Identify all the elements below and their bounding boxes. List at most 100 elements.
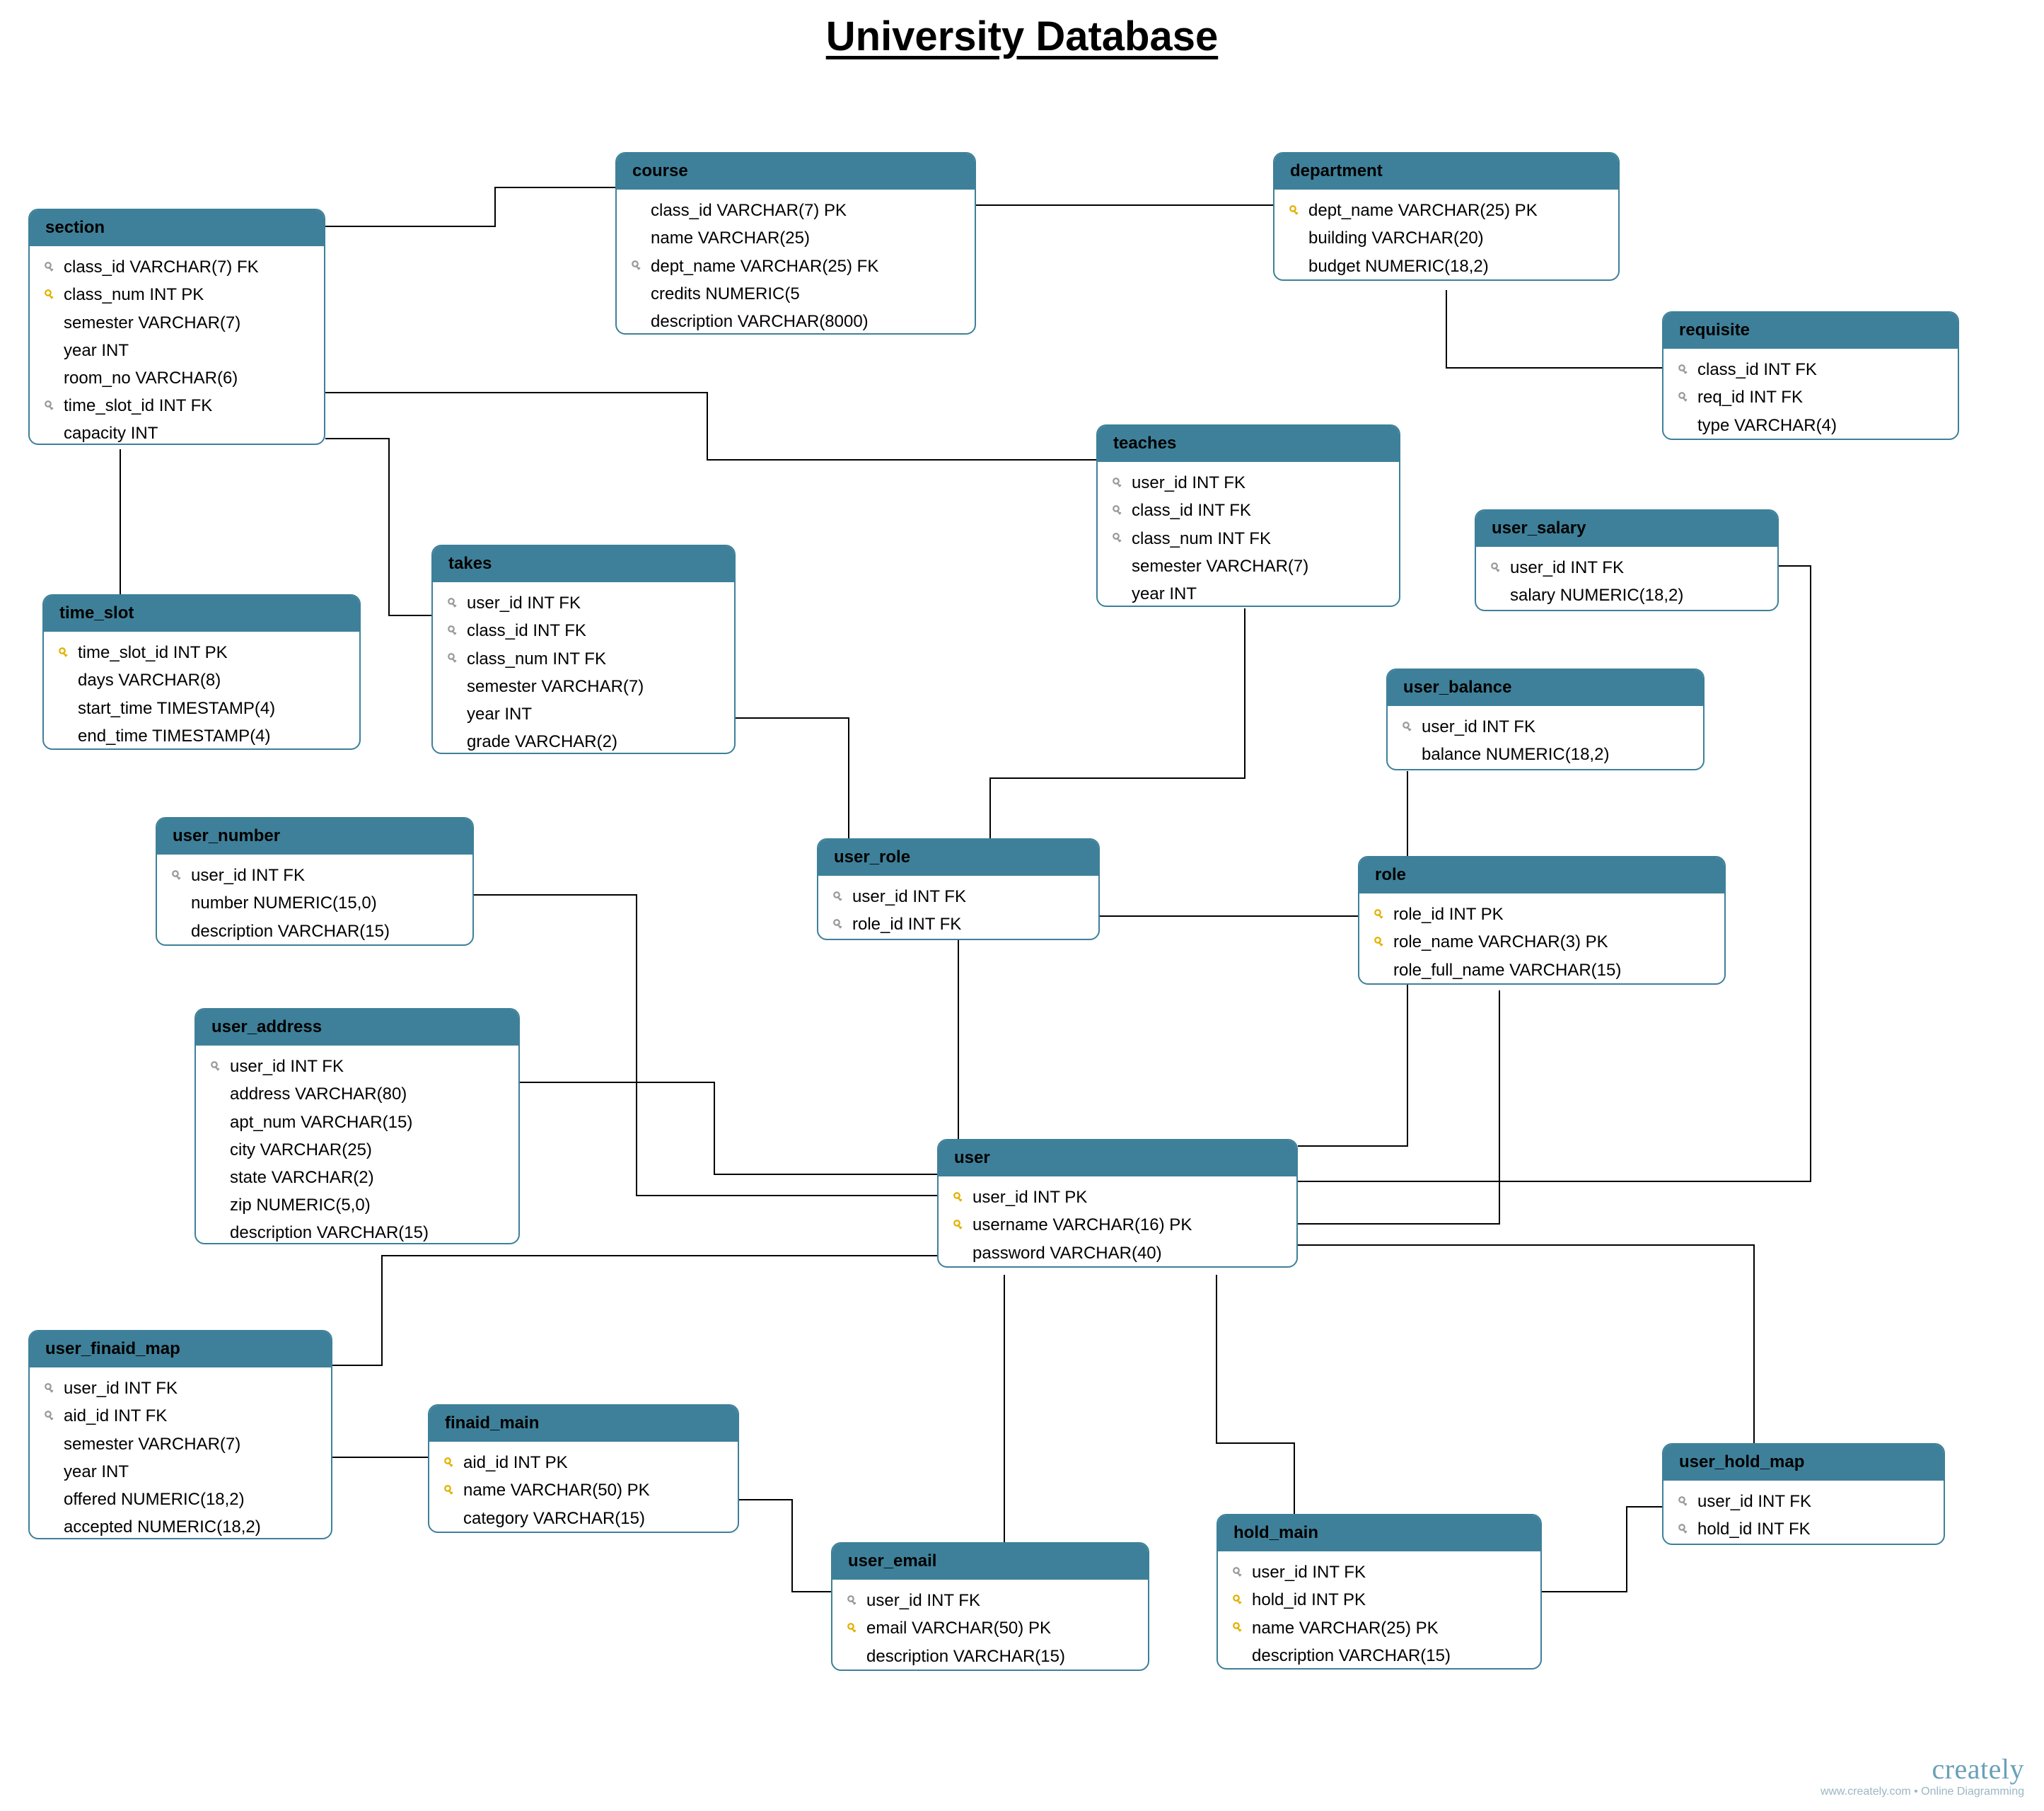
field-text: user_id INT FK bbox=[1132, 470, 1386, 496]
field-row: dept_name VARCHAR(25) FK bbox=[624, 253, 968, 280]
entity-section: section class_id VARCHAR(7) FK class_num… bbox=[28, 209, 325, 445]
field-text: email VARCHAR(50) PK bbox=[866, 1615, 1135, 1641]
field-row: year INT bbox=[440, 700, 727, 728]
field-text: dept_name VARCHAR(25) PK bbox=[1308, 197, 1605, 224]
field-text: description VARCHAR(8000) bbox=[651, 308, 962, 335]
entity-hold_main: hold_main user_id INT FK hold_id INT PK … bbox=[1216, 1514, 1542, 1670]
key-icon bbox=[1489, 562, 1504, 574]
field-row: aid_id INT FK bbox=[37, 1402, 324, 1430]
field-text: role_full_name VARCHAR(15) bbox=[1393, 957, 1712, 983]
entity-header: user_balance bbox=[1388, 670, 1703, 706]
field-text: class_id INT FK bbox=[467, 618, 721, 644]
entity-name: user_salary bbox=[1492, 519, 1586, 538]
edge-user-user_hold_map bbox=[1298, 1245, 1754, 1443]
entity-header: course bbox=[617, 154, 975, 190]
key-icon bbox=[1231, 1621, 1246, 1634]
entity-body: user_id INT FK number NUMERIC(15,0) desc… bbox=[157, 855, 472, 946]
entity-header: time_slot bbox=[44, 596, 359, 632]
field-row: class_num INT FK bbox=[440, 645, 727, 673]
field-row: req_id INT FK bbox=[1671, 383, 1951, 411]
field-row: city VARCHAR(25) bbox=[203, 1136, 511, 1164]
watermark-sub: www.creately.com • Online Diagramming bbox=[1821, 1786, 2024, 1798]
field-row: end_time TIMESTAMP(4) bbox=[51, 722, 352, 750]
field-text: user_id INT FK bbox=[1422, 714, 1690, 740]
entity-body: user_id INT FK aid_id INT FK semester VA… bbox=[30, 1367, 331, 1539]
field-row: category VARCHAR(15) bbox=[436, 1505, 731, 1532]
entity-user_finaid_map: user_finaid_map user_id INT FK aid_id IN… bbox=[28, 1330, 332, 1539]
field-row: name VARCHAR(25) bbox=[624, 224, 968, 252]
field-row: semester VARCHAR(7) bbox=[37, 1430, 324, 1458]
field-text: password VARCHAR(40) bbox=[972, 1240, 1284, 1266]
field-text: class_num INT FK bbox=[467, 646, 721, 672]
field-text: city VARCHAR(25) bbox=[230, 1137, 506, 1163]
key-icon bbox=[951, 1191, 967, 1204]
key-icon bbox=[1372, 908, 1388, 921]
field-row: room_no VARCHAR(6) bbox=[37, 364, 317, 392]
entity-user_balance: user_balance user_id INT FK balance NUME… bbox=[1386, 669, 1705, 770]
field-row: user_id INT FK bbox=[840, 1587, 1141, 1614]
key-icon bbox=[170, 869, 185, 882]
entity-header: user_role bbox=[818, 840, 1098, 876]
field-row: user_id INT FK bbox=[825, 883, 1091, 910]
edge-user-user_finaid_map bbox=[332, 1256, 937, 1365]
entity-name: section bbox=[45, 218, 105, 237]
key-icon bbox=[1676, 1495, 1692, 1508]
watermark-brand: creately bbox=[1821, 1752, 2024, 1786]
edge-takes-user_role bbox=[736, 718, 849, 838]
entity-header: department bbox=[1274, 154, 1618, 190]
field-row: class_id INT FK bbox=[1671, 356, 1951, 383]
page-title: University Database bbox=[0, 13, 2044, 60]
field-row: credits NUMERIC(5 bbox=[624, 280, 968, 308]
field-row: year INT bbox=[37, 1458, 324, 1486]
edge-section-course bbox=[325, 187, 615, 226]
entity-name: finaid_main bbox=[445, 1413, 539, 1433]
key-icon bbox=[1676, 364, 1692, 376]
entity-header: user_hold_map bbox=[1663, 1445, 1944, 1481]
field-row: user_id INT FK bbox=[440, 589, 727, 617]
entity-role: role role_id INT PK role_name VARCHAR(3)… bbox=[1358, 856, 1726, 985]
field-text: aid_id INT PK bbox=[463, 1450, 725, 1476]
field-text: hold_id INT FK bbox=[1697, 1516, 1931, 1542]
field-row: class_id INT FK bbox=[1105, 497, 1392, 524]
entity-body: user_id INT FK salary NUMERIC(18,2) bbox=[1476, 547, 1777, 611]
entity-user_role: user_role user_id INT FK role_id INT FK bbox=[817, 838, 1100, 940]
key-icon bbox=[951, 1219, 967, 1232]
entity-name: role bbox=[1375, 865, 1406, 884]
entity-header: takes bbox=[433, 546, 734, 582]
field-text: time_slot_id INT PK bbox=[78, 640, 347, 666]
field-text: user_id INT FK bbox=[1697, 1488, 1931, 1515]
field-text: description VARCHAR(15) bbox=[191, 918, 460, 944]
edge-user_address-user bbox=[520, 1082, 937, 1174]
entity-body: role_id INT PK role_name VARCHAR(3) PK r… bbox=[1359, 893, 1724, 985]
key-icon bbox=[1676, 1523, 1692, 1536]
field-text: year INT bbox=[467, 701, 721, 727]
field-row: user_id INT FK bbox=[164, 862, 465, 889]
field-text: end_time TIMESTAMP(4) bbox=[78, 723, 347, 749]
key-icon bbox=[1110, 477, 1126, 490]
key-icon bbox=[42, 289, 58, 301]
field-row: hold_id INT FK bbox=[1671, 1515, 1936, 1543]
field-text: class_id VARCHAR(7) PK bbox=[651, 197, 962, 224]
field-text: username VARCHAR(16) PK bbox=[972, 1212, 1284, 1238]
field-text: name VARCHAR(50) PK bbox=[463, 1477, 725, 1503]
key-icon bbox=[831, 918, 847, 931]
field-row: description VARCHAR(15) bbox=[840, 1643, 1141, 1670]
field-text: name VARCHAR(25) PK bbox=[1252, 1615, 1528, 1641]
field-row: user_id INT FK bbox=[37, 1375, 324, 1402]
field-text: days VARCHAR(8) bbox=[78, 667, 347, 693]
entity-department: department dept_name VARCHAR(25) PK buil… bbox=[1273, 152, 1620, 281]
field-text: year INT bbox=[64, 337, 311, 364]
key-icon bbox=[1231, 1566, 1246, 1579]
field-row: semester VARCHAR(7) bbox=[1105, 552, 1392, 580]
field-row: user_id INT FK bbox=[1671, 1488, 1936, 1515]
field-row: type VARCHAR(4) bbox=[1671, 412, 1951, 439]
entity-body: user_id INT FK class_id INT FK class_num… bbox=[433, 582, 734, 754]
entity-header: user_address bbox=[196, 1009, 518, 1046]
field-row: name VARCHAR(50) PK bbox=[436, 1476, 731, 1504]
field-row: hold_id INT PK bbox=[1225, 1586, 1533, 1614]
field-row: role_id INT PK bbox=[1366, 901, 1717, 928]
entity-body: user_id INT FK email VARCHAR(50) PK desc… bbox=[832, 1580, 1148, 1671]
field-text: budget NUMERIC(18,2) bbox=[1308, 253, 1605, 279]
entity-name: hold_main bbox=[1233, 1523, 1318, 1542]
entity-name: user_role bbox=[834, 847, 910, 867]
